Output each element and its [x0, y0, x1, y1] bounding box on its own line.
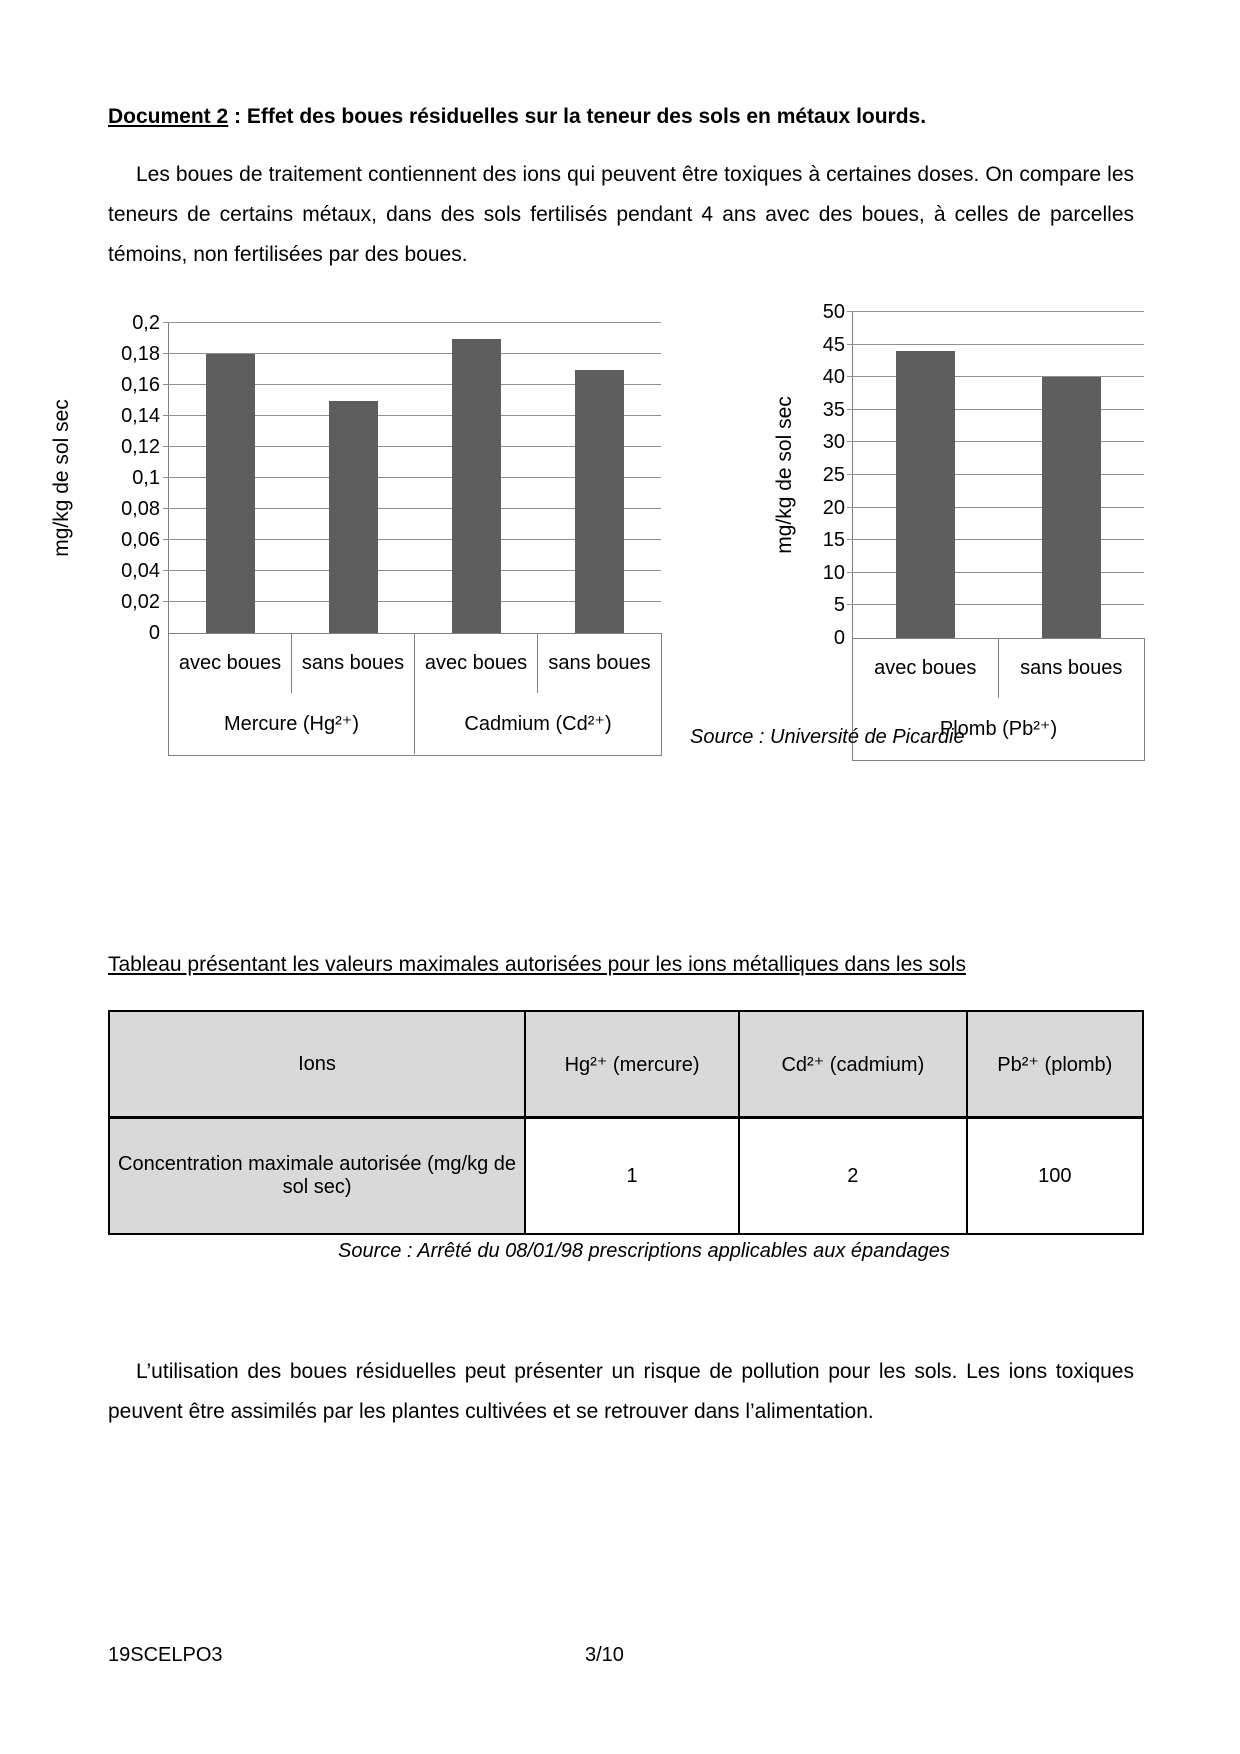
bar-sans-boues	[329, 400, 378, 633]
category-axis: avec boues sans boues avec boues sans boues…	[168, 633, 662, 756]
charts-source: Source : Université de Picardie	[690, 726, 965, 748]
y-tick-label: 35	[822, 398, 845, 421]
header-cell-pb: Pb²⁺ (plomb)	[965, 1010, 1145, 1119]
group-label: Mercure (Hg²⁺)	[169, 693, 415, 754]
y-tick-label: 0,06	[121, 529, 160, 551]
y-tick-label: 0,12	[121, 436, 160, 458]
y-tick-label: 0,02	[121, 591, 160, 613]
footer-document-code: 19SCELPO3	[108, 1644, 223, 1666]
y-tick-label: 45	[822, 333, 845, 356]
header-cell-hg: Hg²⁺ (mercure)	[524, 1010, 741, 1119]
gridline	[163, 353, 661, 354]
gridline	[163, 384, 661, 385]
table-row: Concentration maximale autorisée (mg/kg …	[107, 1116, 1145, 1235]
y-axis-ticks: 0 5 10 15 20 25 30 35 40 45 50	[770, 301, 845, 649]
gridline	[163, 601, 661, 602]
gridline	[847, 539, 1144, 541]
intro-paragraph: Les boues de traitement contiennent des …	[108, 163, 1134, 266]
document-title-label: Document 2	[108, 105, 229, 128]
bar-avec-boues	[896, 351, 956, 638]
gridline	[847, 376, 1144, 378]
chart-mercure-cadmium: mg/kg de sol sec 0 0,02 0,04 0,06 0,08 0,1 0,1…	[45, 285, 670, 765]
gridline	[847, 441, 1144, 443]
y-tick-label: 0,04	[121, 560, 160, 582]
document-title: Document 2 : Effet des boues résiduelles…	[108, 103, 1138, 130]
category-label: sans boues	[548, 651, 651, 674]
group-row: Mercure (Hg²⁺) Cadmium (Cd²⁺)	[169, 693, 661, 754]
y-tick-label: 0,08	[121, 498, 160, 520]
gridline	[163, 415, 661, 416]
gridline	[847, 408, 1144, 410]
chart-plomb: mg/kg de sol sec 0 5 10 15 20 25 30 35 40 45 50 av…	[770, 285, 1160, 765]
value-cell-hg: 1	[524, 1116, 741, 1235]
y-tick-label: 0,18	[121, 343, 160, 365]
gridline	[163, 508, 661, 509]
document-title-rest: : Effet des boues résiduelles sur la ten…	[228, 105, 927, 128]
group-row: Plomb (Pb²⁺)	[853, 698, 1144, 759]
group-label: Plomb (Pb²⁺)	[939, 718, 1058, 740]
plot-area	[847, 311, 1144, 639]
gridline	[163, 539, 661, 540]
category-label: sans boues	[1020, 656, 1123, 679]
bar-avec-boues	[206, 354, 255, 633]
gridline	[847, 311, 1144, 312]
y-tick-label: 50	[822, 301, 845, 323]
y-tick-label: 0,16	[121, 374, 160, 396]
limits-table: Ions Hg²⁺ (mercure) Cd²⁺ (cadmium) Pb²⁺ …	[107, 1010, 1145, 1235]
group-label: Cadmium (Cd²⁺)	[464, 713, 612, 735]
y-tick-label: 25	[822, 464, 845, 486]
gridline	[847, 506, 1144, 508]
category-label: avec boues	[169, 633, 292, 693]
bar-sans-boues	[1041, 377, 1101, 638]
y-tick-label: 5	[833, 594, 845, 617]
y-tick-label: 15	[822, 529, 845, 552]
y-tick-label: 0,1	[132, 467, 160, 489]
value-cell-pb: 100	[965, 1116, 1145, 1235]
category-label: sans boues	[292, 633, 415, 693]
category-label: avec boues	[415, 633, 538, 693]
y-tick-label: 0,2	[132, 312, 160, 334]
category-row: avec boues sans boues	[853, 638, 1144, 698]
y-axis-ticks: 0 0,02 0,04 0,06 0,08 0,1 0,12 0,14 0,16 0,18 0,2	[45, 312, 160, 644]
y-tick-label: 0	[148, 622, 160, 644]
table-header-row: Ions Hg²⁺ (mercure) Cd²⁺ (cadmium) Pb²⁺ …	[107, 1010, 1145, 1119]
footer-page-number: 3/10	[585, 1644, 624, 1666]
category-label: avec boues	[853, 638, 999, 698]
bar-sans-boues	[575, 369, 624, 633]
category-axis: avec boues sans boues Plomb (Pb²⁺)	[852, 638, 1145, 761]
plot-area	[163, 322, 661, 634]
table-heading: Tableau présentant les valeurs maximales…	[108, 953, 966, 976]
gridline	[847, 571, 1144, 573]
value-cell-cd: 2	[738, 1116, 968, 1235]
category-row: avec boues sans boues avec boues sans boues	[169, 633, 661, 693]
gridline	[163, 477, 661, 478]
bar-avec-boues	[452, 338, 501, 633]
closing-paragraph: L’utilisation des boues résiduelles peut…	[108, 1360, 1134, 1423]
y-tick-label: 0	[833, 627, 845, 649]
table-source: Source : Arrêté du 08/01/98 prescription…	[338, 1240, 950, 1262]
gridline	[847, 343, 1144, 345]
gridline	[847, 474, 1144, 475]
gridline	[163, 570, 661, 571]
gridline	[163, 322, 661, 323]
y-tick-label: 20	[822, 496, 845, 519]
y-tick-label: 0,14	[121, 405, 160, 427]
y-tick-label: 30	[822, 431, 845, 454]
header-cell-cd: Cd²⁺ (cadmium)	[738, 1010, 968, 1119]
header-cell-ions: Ions	[107, 1010, 527, 1119]
gridline	[847, 604, 1144, 606]
row-label-cell: Concentration maximale autorisée (mg/kg …	[107, 1116, 527, 1235]
gridline	[163, 446, 661, 447]
y-tick-label: 40	[822, 366, 845, 389]
y-tick-label: 10	[822, 561, 845, 584]
